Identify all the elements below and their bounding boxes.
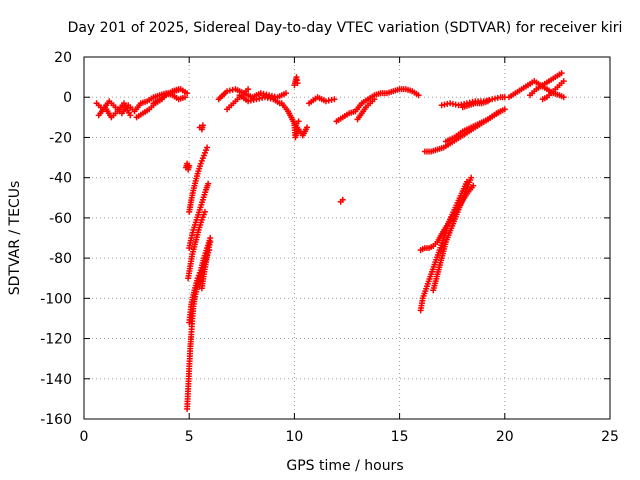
y-tick-label: -20 [49, 130, 72, 146]
data-point [415, 92, 422, 99]
data-point [127, 112, 134, 119]
y-tick-label: -160 [40, 412, 72, 428]
data-point [484, 98, 491, 105]
y-tick-label: -80 [49, 251, 72, 267]
data-point [204, 144, 211, 151]
data-point [282, 90, 289, 97]
y-tick-label: -120 [40, 332, 72, 348]
plot-frame [83, 56, 611, 420]
y-tick-label: -140 [40, 372, 72, 388]
data-point [294, 80, 301, 87]
x-tick-label: 0 [80, 429, 89, 445]
grid-lines [84, 57, 610, 419]
y-tick-label: 0 [63, 90, 72, 106]
y-tick-label: 20 [54, 50, 72, 66]
data-point [371, 96, 378, 103]
data-point [331, 96, 338, 103]
data-point [183, 164, 190, 171]
data-point [181, 94, 188, 101]
data-point [501, 106, 508, 113]
data-point [184, 90, 191, 97]
x-tick-label: 25 [601, 429, 619, 445]
data-point [468, 174, 475, 181]
data-point [201, 208, 208, 215]
data-point [560, 94, 567, 101]
x-tick-label: 20 [496, 429, 514, 445]
data-point [295, 118, 302, 125]
data-point [199, 122, 206, 129]
y-tick-label: -60 [49, 211, 72, 227]
data-point [175, 86, 182, 93]
y-tick-label: -40 [49, 171, 72, 187]
x-axis-label: GPS time / hours [286, 458, 403, 474]
data-point [560, 78, 567, 85]
y-axis-label: SDTVAR / TECUs [7, 181, 23, 296]
data-points [93, 70, 567, 412]
x-tick-label: 15 [391, 429, 409, 445]
chart-title: Day 201 of 2025, Sidereal Day-to-day VTE… [68, 20, 623, 36]
data-point [558, 70, 565, 77]
y-tick-label: -100 [40, 291, 72, 307]
data-point [207, 239, 214, 246]
x-tick-label: 10 [285, 429, 303, 445]
x-tick-label: 5 [185, 429, 194, 445]
data-point [245, 86, 252, 93]
data-point [304, 124, 311, 131]
data-point [339, 196, 346, 203]
data-point [205, 180, 212, 187]
data-point [470, 182, 477, 189]
